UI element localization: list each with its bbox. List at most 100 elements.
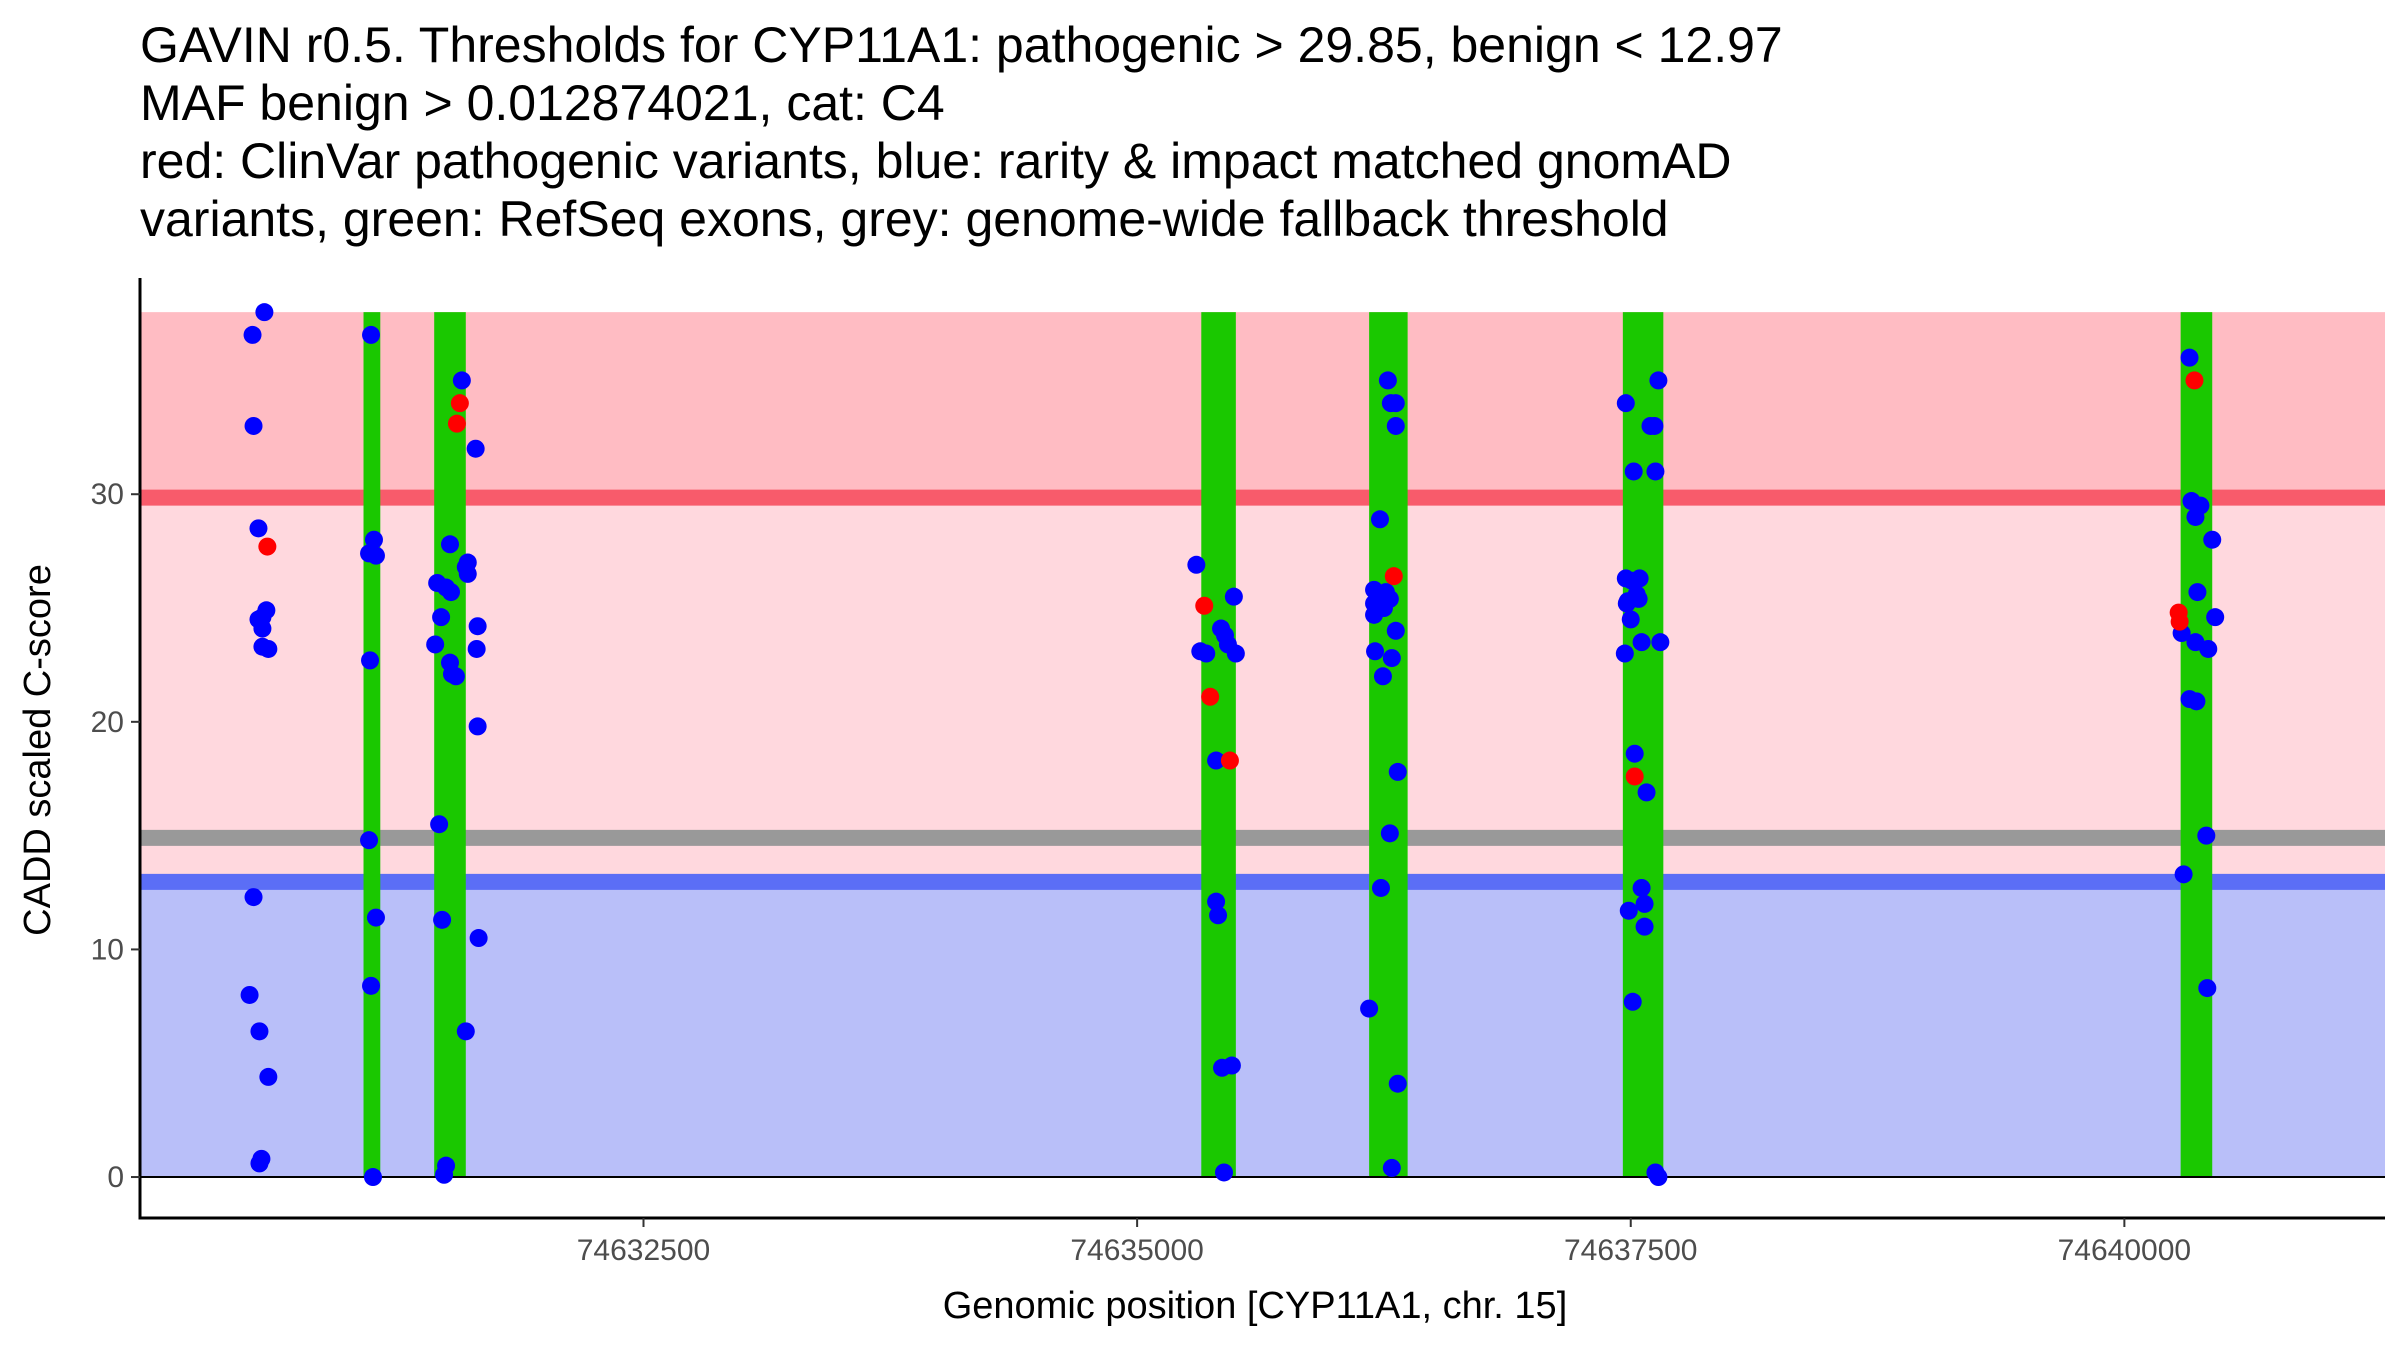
benign-variant-point <box>252 1149 271 1168</box>
y-tick-label: 0 <box>107 1161 124 1194</box>
benign-variant-point <box>1187 555 1206 574</box>
benign-variant-point <box>1615 644 1634 663</box>
x-tick-label: 74635000 <box>1070 1234 1203 1267</box>
benign-variant-point <box>362 325 381 344</box>
benign-variant-point <box>452 371 471 390</box>
benign-variant-point <box>1207 751 1226 770</box>
benign-variant-point <box>2199 639 2218 658</box>
benign-variant-point <box>250 1022 269 1041</box>
benign-variant-point <box>1637 783 1656 802</box>
benign-variant-point <box>2188 583 2207 602</box>
benign-variant-point <box>1386 416 1405 435</box>
exon-bar-3 <box>1201 312 1236 1178</box>
benign-variant-point <box>1222 1056 1241 1075</box>
benign-variant-point <box>1616 394 1635 413</box>
x-tick-label: 74637500 <box>1564 1234 1697 1267</box>
benign-variant-point <box>259 1067 278 1086</box>
pathogenic-variant-point <box>1220 751 1239 770</box>
pathogenic-variant-point <box>1201 687 1220 706</box>
benign-variant-point <box>1226 644 1245 663</box>
benign-region <box>140 881 2385 1178</box>
benign-variant-point <box>257 601 276 620</box>
benign-variant-point <box>446 667 465 686</box>
benign-variant-point <box>1635 894 1654 913</box>
pathogenic-variant-point <box>2185 371 2204 390</box>
benign-variant-point <box>360 831 379 850</box>
benign-variant-point <box>469 929 488 948</box>
benign-variant-point <box>1380 824 1399 843</box>
benign-variant-point <box>361 651 380 670</box>
pathogenic-variant-point <box>447 414 466 433</box>
benign-variant-point <box>433 910 452 929</box>
chart-title: GAVIN r0.5. Thresholds for CYP11A1: path… <box>140 17 1783 247</box>
benign-variant-point <box>1649 371 1668 390</box>
benign-variant-point <box>1382 649 1401 668</box>
exon-bar-1 <box>363 312 381 1178</box>
y-tick-label: 10 <box>91 933 124 966</box>
benign-variant-point <box>366 546 385 565</box>
benign-variant-point <box>1630 569 1649 588</box>
benign-variant-point <box>1386 621 1405 640</box>
title-line-3: red: ClinVar pathogenic variants, blue: … <box>140 133 1731 189</box>
benign-variant-point <box>2187 692 2206 711</box>
exon-bar-5 <box>1622 312 1664 1178</box>
benign-variant-point <box>1651 633 1670 652</box>
benign-variant-point <box>1224 587 1243 606</box>
pathogenic-variant-point <box>2170 612 2189 631</box>
pathogenic-region <box>140 312 2385 498</box>
benign-variant-point <box>1646 462 1665 481</box>
benign-variant-point <box>2203 530 2222 549</box>
benign-variant-point <box>440 535 459 554</box>
benign-variant-point <box>456 1022 475 1041</box>
title-line-1: GAVIN r0.5. Thresholds for CYP11A1: path… <box>140 17 1783 73</box>
benign-variant-point <box>363 1168 382 1187</box>
benign-variant-point <box>1366 642 1385 661</box>
benign-variant-point <box>255 303 274 322</box>
benign-variant-point <box>1209 906 1228 925</box>
exon-bar-6 <box>2180 312 2213 1178</box>
benign-variant-point <box>1632 633 1651 652</box>
pathogenic-variant-point <box>1195 596 1214 615</box>
benign-variant-point <box>1360 999 1379 1018</box>
x-axis-title: Genomic position [CYP11A1, chr. 15] <box>943 1285 1568 1327</box>
benign-variant-point <box>1207 892 1226 911</box>
mid-region <box>140 497 2385 882</box>
benign-variant-point <box>1624 462 1643 481</box>
benign-variant-point <box>243 325 262 344</box>
benign-variant-point <box>1382 1158 1401 1177</box>
exon-bar-2 <box>434 312 466 1178</box>
benign-variant-point <box>1632 878 1651 897</box>
x-tick-label: 74640000 <box>2058 1234 2191 1267</box>
benign-variant-point <box>468 617 487 636</box>
benign-variant-point <box>1621 610 1640 629</box>
pathogenic-variant-point <box>1625 767 1644 786</box>
benign-variant-point <box>2180 348 2199 367</box>
benign-variant-point <box>1619 901 1638 920</box>
pathogenic-variant-point <box>258 537 277 556</box>
x-tick-label: 74632500 <box>577 1234 710 1267</box>
benign-variant-point <box>1635 917 1654 936</box>
benign-variant-point <box>1625 744 1644 763</box>
y-axis-title: CADD scaled C-score <box>17 564 59 936</box>
benign-variant-point <box>467 639 486 658</box>
benign-variant-point <box>1649 1168 1668 1187</box>
benign-variant-point <box>1378 371 1397 390</box>
benign-variant-point <box>249 519 268 538</box>
benign-variant-point <box>1374 599 1393 618</box>
benign-variant-point <box>466 439 485 458</box>
benign-variant-point <box>1617 594 1636 613</box>
benign-variant-point <box>2198 979 2217 998</box>
benign-variant-point <box>1373 667 1392 686</box>
benign-variant-point <box>362 976 381 995</box>
benign-variant-point <box>244 416 263 435</box>
y-tick-label: 20 <box>91 706 124 739</box>
benign-variant-point <box>435 1165 454 1184</box>
benign-variant-point <box>1370 510 1389 529</box>
benign-variant-point <box>1386 394 1405 413</box>
benign-variant-point <box>430 815 449 834</box>
benign-variant-point <box>1197 644 1216 663</box>
benign-variant-point <box>2206 608 2225 627</box>
plot-area <box>140 303 2385 1187</box>
pathogenic-variant-point <box>1384 567 1403 586</box>
exon-bar-4 <box>1369 312 1408 1178</box>
